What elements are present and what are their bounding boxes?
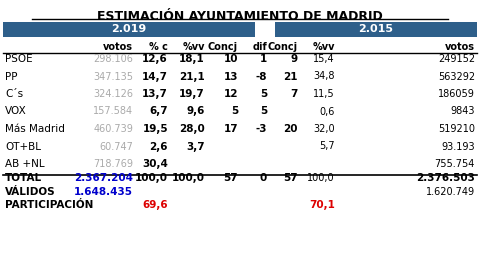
Text: 5: 5 (231, 106, 238, 116)
Text: 93.193: 93.193 (442, 141, 475, 151)
Text: C´s: C´s (5, 89, 23, 99)
Text: 19,7: 19,7 (179, 89, 205, 99)
Text: 17: 17 (223, 124, 238, 134)
Text: 519210: 519210 (438, 124, 475, 134)
Text: -3: -3 (255, 124, 267, 134)
Text: 5: 5 (260, 106, 267, 116)
Text: Concj: Concj (208, 42, 238, 52)
Text: AB +NL: AB +NL (5, 159, 45, 169)
Text: 69,6: 69,6 (143, 200, 168, 210)
Text: 13,7: 13,7 (142, 89, 168, 99)
Text: Concj: Concj (268, 42, 298, 52)
Text: 20: 20 (284, 124, 298, 134)
Text: %vv: %vv (312, 42, 335, 52)
Text: 755.754: 755.754 (434, 159, 475, 169)
Text: 12: 12 (224, 89, 238, 99)
Text: 718.769: 718.769 (93, 159, 133, 169)
Bar (275, 22, 477, 37)
Text: 32,0: 32,0 (313, 124, 335, 134)
Text: 10: 10 (224, 54, 238, 64)
Text: 460.739: 460.739 (93, 124, 133, 134)
Text: 563292: 563292 (438, 72, 475, 82)
Text: 2.015: 2.015 (359, 25, 394, 35)
Text: 2.376.503: 2.376.503 (416, 173, 475, 183)
Text: 13: 13 (224, 72, 238, 82)
Text: 6,7: 6,7 (149, 106, 168, 116)
Text: VOX: VOX (5, 106, 27, 116)
Text: 14,7: 14,7 (142, 72, 168, 82)
Text: 15,4: 15,4 (313, 54, 335, 64)
Text: 1: 1 (260, 54, 267, 64)
Text: votos: votos (445, 42, 475, 52)
Text: 249152: 249152 (438, 54, 475, 64)
Text: 19,5: 19,5 (143, 124, 168, 134)
Text: 5: 5 (260, 89, 267, 99)
Text: 0,6: 0,6 (320, 106, 335, 116)
Text: % c: % c (149, 42, 168, 52)
Text: 21: 21 (284, 72, 298, 82)
Text: 100,0: 100,0 (307, 173, 335, 183)
Text: %vv: %vv (182, 42, 205, 52)
Text: 9,6: 9,6 (187, 106, 205, 116)
Text: ESTIMACIÓN AYUNTAMIENTO DE MADRID: ESTIMACIÓN AYUNTAMIENTO DE MADRID (97, 10, 383, 23)
Text: 7: 7 (290, 89, 298, 99)
Text: 70,1: 70,1 (309, 200, 335, 210)
Text: 1.620.749: 1.620.749 (426, 187, 475, 197)
Text: 347.135: 347.135 (93, 72, 133, 82)
Text: PP: PP (5, 72, 17, 82)
Text: 100,0: 100,0 (135, 173, 168, 183)
Text: 21,1: 21,1 (179, 72, 205, 82)
Text: 157.584: 157.584 (93, 106, 133, 116)
Text: PARTICIPACIÓN: PARTICIPACIÓN (5, 200, 94, 210)
Text: 2.019: 2.019 (111, 25, 146, 35)
Text: 18,1: 18,1 (179, 54, 205, 64)
Text: 1.648.435: 1.648.435 (74, 187, 133, 197)
Text: 11,5: 11,5 (313, 89, 335, 99)
Text: 57: 57 (223, 173, 238, 183)
Text: 100,0: 100,0 (172, 173, 205, 183)
Text: OT+BL: OT+BL (5, 141, 41, 151)
Text: 3,7: 3,7 (186, 141, 205, 151)
Text: TOTAL: TOTAL (5, 173, 42, 183)
Text: 30,4: 30,4 (142, 159, 168, 169)
Text: 5,7: 5,7 (319, 141, 335, 151)
Bar (3, 22, 255, 37)
Text: 34,8: 34,8 (313, 72, 335, 82)
Text: 9843: 9843 (451, 106, 475, 116)
Text: 12,6: 12,6 (142, 54, 168, 64)
Text: dif: dif (252, 42, 267, 52)
Text: 9: 9 (291, 54, 298, 64)
Text: 57: 57 (283, 173, 298, 183)
Text: 2,6: 2,6 (149, 141, 168, 151)
Text: VÁLIDOS: VÁLIDOS (5, 187, 56, 197)
Text: 324.126: 324.126 (93, 89, 133, 99)
Text: 28,0: 28,0 (179, 124, 205, 134)
Text: 60.747: 60.747 (99, 141, 133, 151)
Text: Más Madrid: Más Madrid (5, 124, 65, 134)
Text: 186059: 186059 (438, 89, 475, 99)
Text: votos: votos (103, 42, 133, 52)
Text: 0: 0 (260, 173, 267, 183)
Text: 298.106: 298.106 (93, 54, 133, 64)
Text: 2.367.204: 2.367.204 (74, 173, 133, 183)
Text: PSOE: PSOE (5, 54, 33, 64)
Text: -8: -8 (255, 72, 267, 82)
